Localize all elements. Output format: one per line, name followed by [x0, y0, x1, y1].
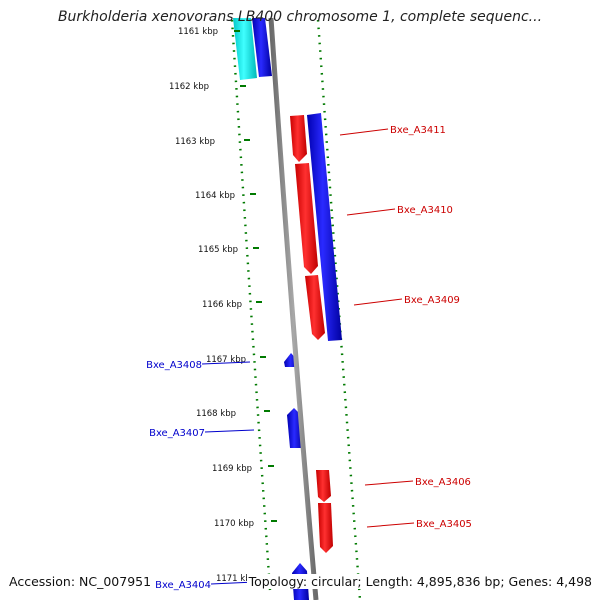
gene-bxe-a3410[interactable]	[295, 163, 318, 274]
gene-label-leader	[364, 480, 414, 486]
gene-label-bxe-a3407[interactable]: Bxe_A3407	[149, 428, 205, 439]
kbp-tick-label: 1161 kbp	[178, 27, 218, 37]
gene-features	[284, 113, 342, 600]
gene-label-bxe-a3410[interactable]: Bxe_A3410	[397, 205, 453, 216]
kbp-tick-label: 1164 kbp	[195, 191, 235, 201]
sequence-backbone	[268, 17, 319, 600]
gene-label-bxe-a3404[interactable]: Bxe_A3404	[155, 580, 211, 591]
gene-label-bxe-a3406[interactable]: Bxe_A3406	[415, 477, 471, 488]
gene-blue-top[interactable]	[252, 18, 272, 77]
gene-cyan-bxe-a3412[interactable]	[233, 18, 257, 80]
kbp-tick-label: 1163 kbp	[175, 137, 215, 147]
gene-bxe-a3405[interactable]	[318, 503, 333, 553]
gene-bxe-a3406[interactable]	[316, 470, 331, 502]
gene-label-bxe-a3409[interactable]: Bxe_A3409	[404, 295, 460, 306]
accession-text: Accession: NC_007951	[9, 574, 152, 589]
gene-label-leader	[366, 522, 415, 528]
topology-summary: Topology: circular; Length: 4,895,836 bp…	[246, 574, 592, 589]
kbp-tick-label: 1167 kbp	[206, 355, 246, 365]
gene-labels: Bxe_A3411 Bxe_A3410 Bxe_A3409 Bxe_A3408 Bxe_…	[146, 125, 472, 591]
gene-label-leader	[346, 208, 396, 216]
gene-bxe-a3409[interactable]	[305, 275, 325, 340]
gene-label-bxe-a3408[interactable]: Bxe_A3408	[146, 360, 202, 371]
kbp-tick-label: 1165 kbp	[198, 245, 238, 255]
gene-blue-long[interactable]	[307, 113, 342, 341]
kbp-tick-label: 1170 kbp	[214, 519, 254, 529]
kbp-tick-label: 1169 kbp	[212, 464, 252, 474]
kbp-tick-label: 1166 kbp	[202, 300, 242, 310]
gene-label-leader	[339, 128, 389, 136]
gene-label-leader	[201, 361, 251, 365]
kbp-tick-label: 1168 kbp	[196, 409, 236, 419]
gene-label-bxe-a3405[interactable]: Bxe_A3405	[416, 519, 472, 530]
kbp-tick-label: 1171 kbp	[216, 574, 256, 584]
chart-title: Burkholderia xenovorans LB400 chromosome…	[57, 9, 543, 25]
kbp-tick-label: 1162 kbp	[169, 82, 209, 92]
kbp-ruler: 1161 kbp 1162 kbp 1163 kbp 1164 kbp 1165 kbp…	[169, 27, 280, 584]
footer-bar: Accession: NC_007951 Topology: circular;…	[0, 574, 600, 592]
gene-label-leader	[353, 298, 403, 306]
gene-label-bxe-a3411[interactable]: Bxe_A3411	[390, 125, 446, 136]
gene-bxe-a3411[interactable]	[290, 115, 307, 162]
gene-label-leader	[204, 429, 255, 433]
